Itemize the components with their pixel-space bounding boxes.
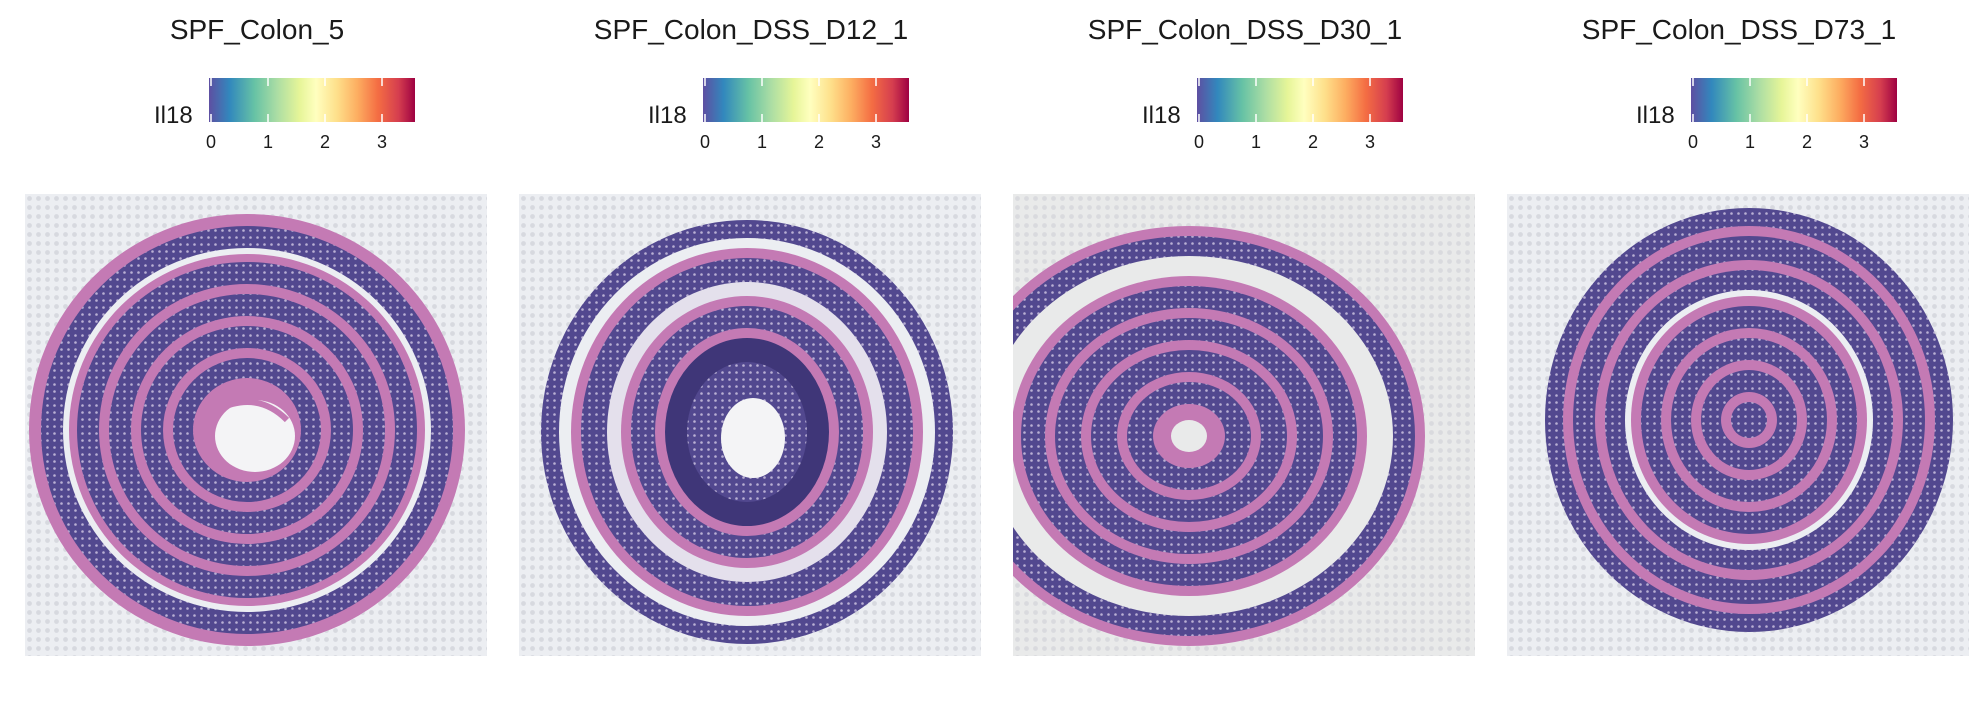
legend-tick-2: 2 — [1307, 132, 1319, 152]
il18-color-legend: Il18 0 1 2 3 — [1609, 76, 1929, 156]
legend-tick-3: 3 — [1364, 132, 1376, 152]
panel-spf-colon-dss-d30-1: SPF_Colon_DSS_D30_1 Il18 0 1 2 3 — [1013, 0, 1475, 721]
legend-color-bar — [703, 78, 909, 122]
legend-tick-3: 3 — [376, 132, 388, 152]
tissue-image-spf-colon-dss-d30-1 — [1013, 194, 1475, 656]
panel-title: SPF_Colon_DSS_D12_1 — [593, 14, 909, 45]
legend-label: Il18 — [1636, 102, 1675, 129]
legend-tick-0: 0 — [699, 132, 711, 152]
tissue-image-spf-colon-dss-d12-1 — [519, 194, 981, 656]
panel-spf-colon-dss-d12-1: SPF_Colon_DSS_D12_1 Il18 0 1 2 3 — [519, 0, 981, 721]
tissue-image-spf-colon-dss-d73-1 — [1507, 194, 1969, 656]
legend-tick-2: 2 — [319, 132, 331, 152]
legend-tick-0: 0 — [205, 132, 217, 152]
tissue-image-spf-colon-5 — [25, 194, 487, 656]
legend-tick-3: 3 — [870, 132, 882, 152]
legend-tick-0: 0 — [1193, 132, 1205, 152]
legend-color-bar — [209, 78, 415, 122]
legend-tick-0: 0 — [1687, 132, 1699, 152]
il18-color-legend: Il18 0 1 2 3 — [1115, 76, 1435, 156]
legend-label: Il18 — [1142, 102, 1181, 129]
legend-color-bar — [1197, 78, 1403, 122]
il18-color-legend: Il18 0 1 2 3 — [127, 76, 447, 156]
legend-tick-1: 1 — [262, 132, 274, 152]
il18-color-legend: Il18 0 1 2 3 — [621, 76, 941, 156]
panel-title: SPF_Colon_5 — [169, 14, 345, 45]
panel-spf-colon-5: SPF_Colon_5 Il18 0 1 2 3 — [25, 0, 487, 721]
panel-title: SPF_Colon_DSS_D73_1 — [1581, 14, 1897, 45]
legend-color-bar — [1691, 78, 1897, 122]
legend-tick-1: 1 — [1744, 132, 1756, 152]
legend-label: Il18 — [154, 102, 193, 129]
legend-label: Il18 — [648, 102, 687, 129]
legend-tick-1: 1 — [756, 132, 768, 152]
panel-title: SPF_Colon_DSS_D30_1 — [1087, 14, 1403, 45]
panel-spf-colon-dss-d73-1: SPF_Colon_DSS_D73_1 Il18 0 1 2 3 — [1507, 0, 1969, 721]
legend-tick-2: 2 — [1801, 132, 1813, 152]
legend-tick-1: 1 — [1250, 132, 1262, 152]
legend-tick-3: 3 — [1858, 132, 1870, 152]
legend-tick-2: 2 — [813, 132, 825, 152]
